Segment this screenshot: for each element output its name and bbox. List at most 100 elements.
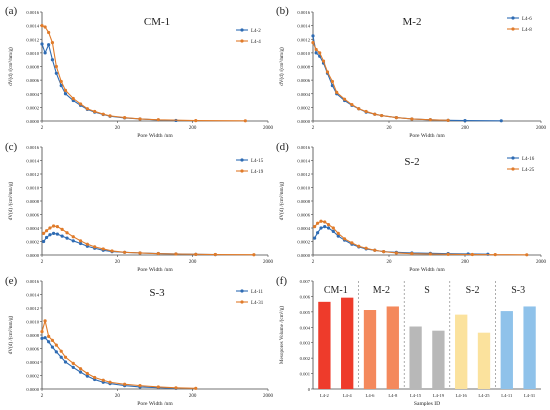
y-tick-label: 0.0008 — [297, 199, 310, 204]
data-point — [71, 96, 75, 101]
data-point — [336, 234, 340, 238]
data-point — [213, 252, 217, 257]
y-tick-label: 0.0002 — [297, 105, 310, 110]
y-tick-label: 0.0000 — [26, 253, 39, 258]
panel-letter: (c) — [5, 141, 18, 153]
data-point — [194, 252, 198, 256]
data-point — [108, 114, 112, 118]
data-point — [47, 340, 51, 344]
x-tick-label: 20 — [115, 260, 121, 265]
series-line — [314, 226, 488, 255]
x-tick-label: 200 — [189, 126, 197, 131]
data-point — [59, 83, 63, 88]
x-tick-label: 200 — [189, 394, 197, 399]
y-tick-label: 0.0002 — [26, 240, 39, 245]
data-point — [364, 109, 368, 114]
group-label: S-2 — [466, 285, 480, 296]
x-axis-label: Pore Width /nm — [137, 401, 173, 407]
data-point — [63, 360, 68, 364]
x-axis-label: Samples ID — [414, 401, 440, 407]
x-axis-label: Pore Width /nm — [409, 267, 445, 273]
y-tick-label: 0.0012 — [297, 172, 310, 177]
x-tick-label: L4-31 — [524, 393, 536, 398]
data-point — [342, 97, 347, 101]
y-tick-label: 0.0012 — [297, 37, 310, 42]
y-tick-label: 0.001 — [300, 372, 311, 377]
data-point — [65, 231, 69, 235]
x-tick-label: L4-19 — [433, 393, 445, 398]
x-tick-label: L4-15 — [410, 393, 422, 398]
y-tick-label: 0.0004 — [26, 226, 39, 231]
x-axis-label: Pore Width /nm — [409, 133, 445, 139]
data-point — [101, 247, 105, 251]
panel-letter: (f) — [276, 275, 287, 287]
data-point — [55, 225, 59, 229]
data-point — [357, 244, 361, 248]
data-point — [93, 245, 97, 249]
legend-marker — [240, 300, 244, 304]
data-point — [50, 58, 55, 62]
y-tick-label: 0.0016 — [297, 10, 310, 15]
y-tick-label: 0.0002 — [297, 240, 310, 245]
y-tick-label: 0.0008 — [297, 65, 310, 70]
legend-marker — [511, 167, 515, 171]
y-tick-label: 0.0014 — [297, 24, 310, 29]
y-axis-label: dV(d) /(cm³/nm/g) — [7, 47, 14, 86]
legend-label: L4-31 — [251, 301, 264, 306]
data-point — [101, 112, 105, 116]
data-point — [243, 119, 247, 123]
data-point — [316, 231, 320, 235]
y-axis-label: dV(d) /(cm³/nm/g) — [7, 315, 14, 354]
legend-label: L4-16 — [522, 157, 535, 162]
x-tick-label: L4-2 — [320, 393, 330, 398]
y-axis-label: dV(d) /(cm³/nm/g) — [278, 181, 285, 220]
x-tick-label: 2000 — [263, 260, 274, 265]
data-point — [446, 118, 450, 122]
data-point — [446, 252, 450, 256]
data-point — [123, 115, 127, 120]
x-tick-label: L4-16 — [456, 393, 468, 398]
legend-label: L4-19 — [251, 170, 264, 175]
data-point — [331, 229, 335, 233]
x-tick-label: L4-6 — [366, 393, 376, 398]
data-point — [525, 253, 529, 257]
data-point — [110, 249, 114, 253]
legend-marker — [240, 158, 244, 162]
data-point — [138, 384, 142, 388]
data-point — [325, 70, 330, 74]
data-point — [85, 371, 89, 376]
y-tick-label: 0.0010 — [26, 320, 39, 325]
y-tick-label: 0.0006 — [297, 78, 310, 83]
y-tick-label: 0.0012 — [26, 37, 39, 42]
data-point — [326, 226, 331, 230]
y-tick-label: 0.0006 — [297, 213, 310, 218]
y-tick-label: 0.0010 — [26, 186, 39, 191]
group-label: S-3 — [511, 285, 525, 296]
bar — [363, 310, 377, 389]
x-tick-label: 20 — [387, 260, 393, 265]
data-point — [428, 118, 432, 122]
panel-e: (e) 0.0000 0.0002 0.0004 0.0006 0.0008 0.0010 0… — [5, 275, 274, 407]
x-tick-label: 200 — [189, 260, 197, 265]
data-point — [60, 227, 64, 231]
data-point — [43, 336, 47, 340]
data-point — [71, 239, 75, 243]
y-tick-label: 0.0004 — [297, 226, 310, 231]
data-point — [364, 246, 368, 250]
y-tick-label: 0.0010 — [297, 51, 310, 56]
legend-label: L4-8 — [522, 28, 532, 33]
data-point — [313, 225, 317, 229]
data-point — [138, 117, 142, 121]
data-point — [63, 92, 68, 96]
data-point — [319, 226, 323, 230]
x-tick-label: L4-4 — [343, 393, 353, 398]
data-point — [54, 343, 58, 347]
data-point — [321, 59, 326, 63]
legend-marker — [511, 156, 515, 160]
y-tick-label: 0.0012 — [26, 172, 39, 177]
legend-label: L4-25 — [522, 168, 535, 173]
x-tick-label: L4-8 — [388, 393, 398, 398]
legend-marker — [240, 39, 244, 43]
y-tick-label: 0.0004 — [26, 92, 39, 97]
